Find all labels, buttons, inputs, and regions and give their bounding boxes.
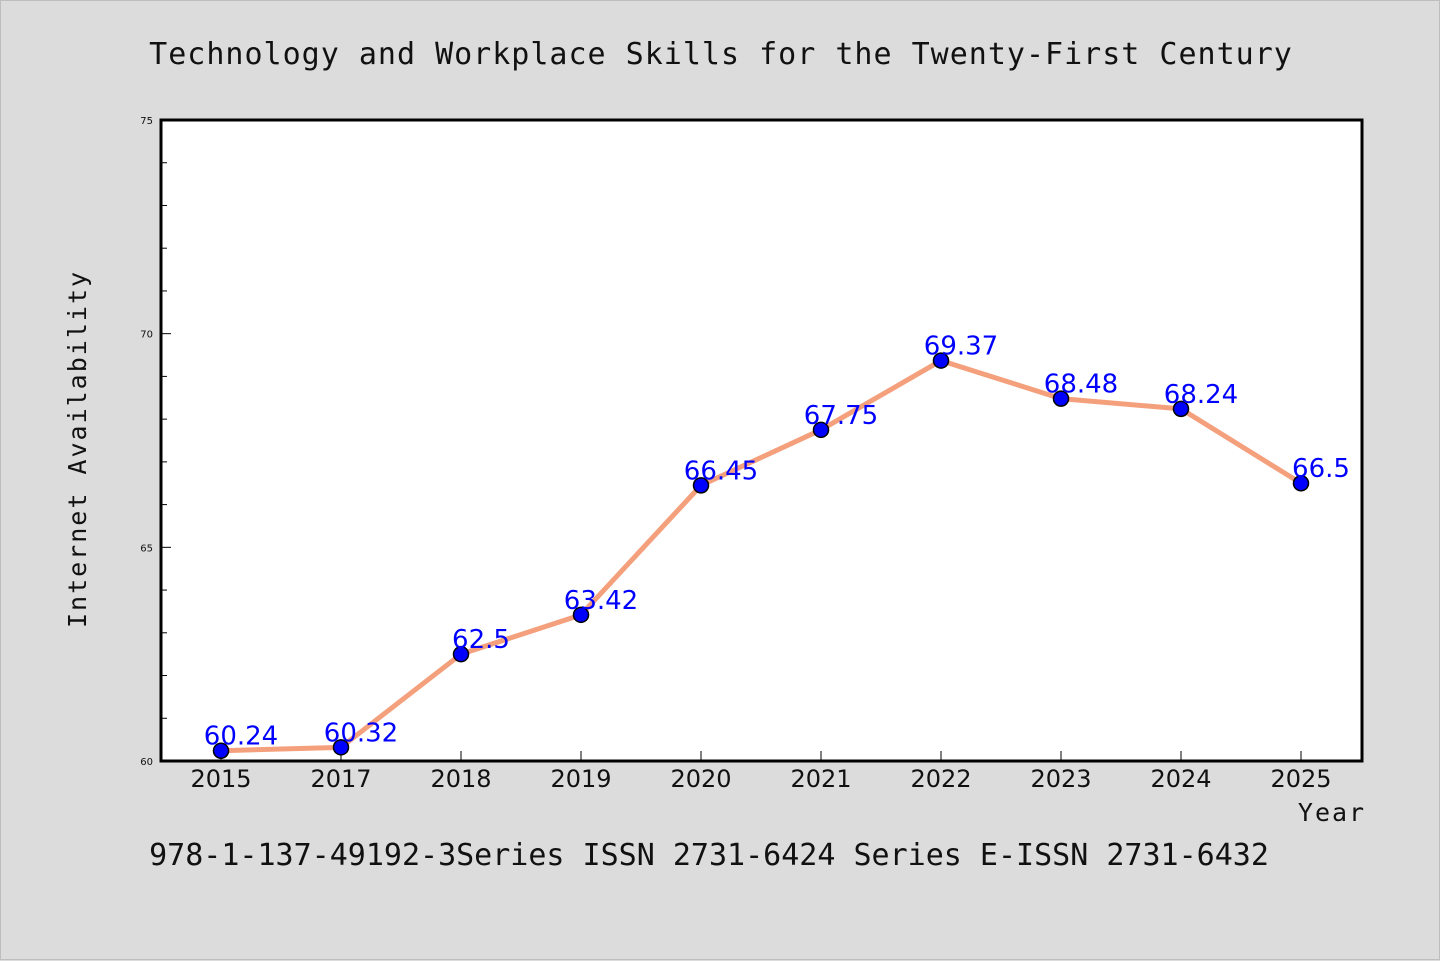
data-point: [452, 645, 470, 663]
plot-area: [159, 118, 1364, 763]
x-tick-label: 2023: [1030, 765, 1091, 793]
data-label: 63.42: [564, 586, 638, 616]
x-axis-label: Year: [1298, 798, 1366, 827]
x-tick-label: 2017: [310, 765, 371, 793]
x-tick-label: 2019: [550, 765, 611, 793]
data-point: [932, 352, 950, 369]
data-labels: 60.24 60.32 62.5 63.42 66.45 67.75 69.37 68.48 6…: [204, 332, 1350, 752]
y-tick-label: 60: [140, 757, 153, 768]
x-tick-label: 2018: [430, 765, 491, 793]
data-point: [332, 739, 350, 756]
chart-title: Technology and Workplace Skills for the …: [149, 37, 1293, 72]
x-tick-label: 2020: [670, 765, 731, 793]
data-label: 68.48: [1044, 370, 1118, 400]
series-line: [218, 358, 1304, 754]
data-label: 60.32: [324, 718, 398, 748]
data-point: [1292, 474, 1310, 492]
x-tick-label: 2015: [190, 765, 251, 793]
data-point: [812, 421, 830, 439]
x-axis-ticks: 2015 2017 2018 2019 2020 2021 2022 2023 2024 2025: [190, 751, 1332, 793]
y-tick-label: 65: [140, 543, 153, 554]
data-label: 62.5: [452, 625, 510, 655]
data-label: 69.37: [924, 332, 998, 362]
data-point: [572, 606, 590, 624]
y-axis-ticks: 60 65 70 75: [140, 116, 171, 768]
x-tick-label: 2022: [910, 765, 971, 793]
data-point: [1172, 400, 1190, 418]
data-point: [212, 742, 230, 759]
data-point: [1052, 390, 1070, 407]
x-tick-label: 2025: [1270, 765, 1331, 793]
data-label: 68.24: [1164, 380, 1238, 410]
footer-text: 978-1-137-49192-3Series ISSN 2731-6424 S…: [149, 838, 1269, 873]
data-label: 60.24: [204, 722, 278, 752]
y-tick-label: 70: [140, 330, 153, 341]
data-label: 66.45: [684, 456, 758, 486]
data-points: [212, 352, 1310, 759]
y-tick-label: 75: [140, 116, 153, 127]
x-tick-label: 2021: [790, 765, 851, 793]
data-label: 66.5: [1292, 454, 1350, 484]
data-point: [692, 477, 710, 494]
data-label: 67.75: [804, 401, 878, 431]
series-line-layer: [218, 358, 1304, 754]
x-tick-label: 2024: [1150, 765, 1211, 793]
y-axis-label: Internet Availability: [63, 270, 92, 628]
